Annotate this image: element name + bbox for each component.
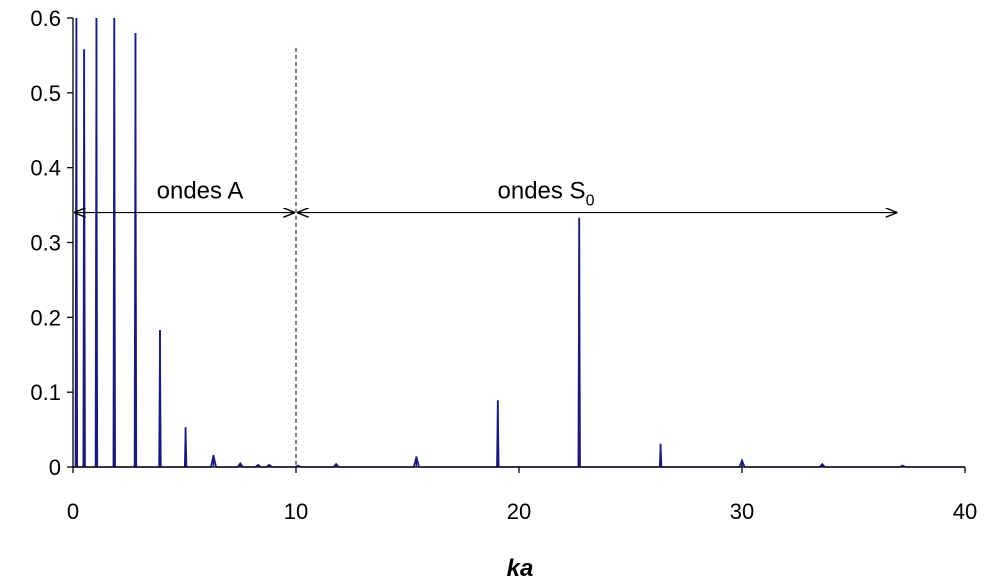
y-tick-label: 0.3	[30, 231, 61, 256]
y-tick-label: 0.2	[30, 305, 61, 330]
x-tick-label: 0	[67, 499, 79, 524]
series-group	[73, 17, 965, 468]
annotation-group: ondes A ondes S0	[75, 47, 896, 467]
x-axis-title: ka	[507, 555, 534, 582]
annotation-label-a: ondes A	[157, 178, 244, 205]
annotation-label-s0: ondes S0	[498, 178, 595, 210]
x-tick-label: 40	[953, 499, 977, 524]
y-tick-label: 0.4	[30, 156, 61, 181]
axes-group: 0 0.1 0.2 0.3 0.4 0.5 0.6 0 10 20 30 40	[30, 6, 977, 524]
y-tick-label: 0.5	[30, 81, 61, 106]
x-tick-label: 20	[507, 499, 531, 524]
x-tick-label: 30	[730, 499, 754, 524]
annotation-subscript: 0	[586, 193, 595, 210]
y-tick-label: 0	[49, 455, 61, 480]
x-tick-label: 10	[284, 499, 308, 524]
y-tick-label: 0.6	[30, 6, 61, 31]
y-tick-label: 0.1	[30, 380, 61, 405]
series-line	[73, 17, 965, 468]
